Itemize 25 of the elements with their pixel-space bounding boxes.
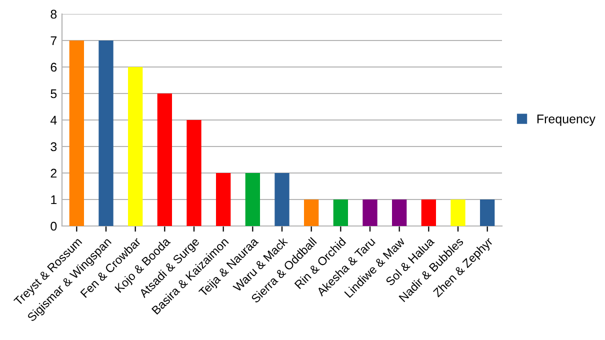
bar [186, 120, 202, 226]
y-tick-label: 6 [50, 62, 57, 72]
bar [128, 67, 143, 226]
y-tick-label: 2 [50, 168, 57, 178]
y-tick-label: 0 [50, 222, 57, 231]
legend-label: Frequency [537, 114, 596, 126]
bar [362, 200, 378, 226]
bar [69, 40, 84, 226]
bar [98, 40, 114, 226]
bar [392, 200, 407, 226]
bar [304, 200, 319, 226]
bar [421, 200, 436, 226]
bar [245, 173, 260, 226]
y-tick-label: 8 [50, 10, 57, 19]
bar [480, 200, 495, 226]
y-tick-label: 3 [50, 142, 57, 152]
y-tick-label: 5 [50, 89, 57, 98]
bar [157, 94, 172, 226]
bar [274, 173, 290, 226]
bar [450, 200, 466, 226]
y-tick-label: 7 [50, 36, 57, 46]
bar [216, 173, 231, 226]
y-tick-label: 4 [50, 116, 57, 125]
y-tick-label: 1 [51, 195, 57, 204]
bar [333, 200, 348, 226]
